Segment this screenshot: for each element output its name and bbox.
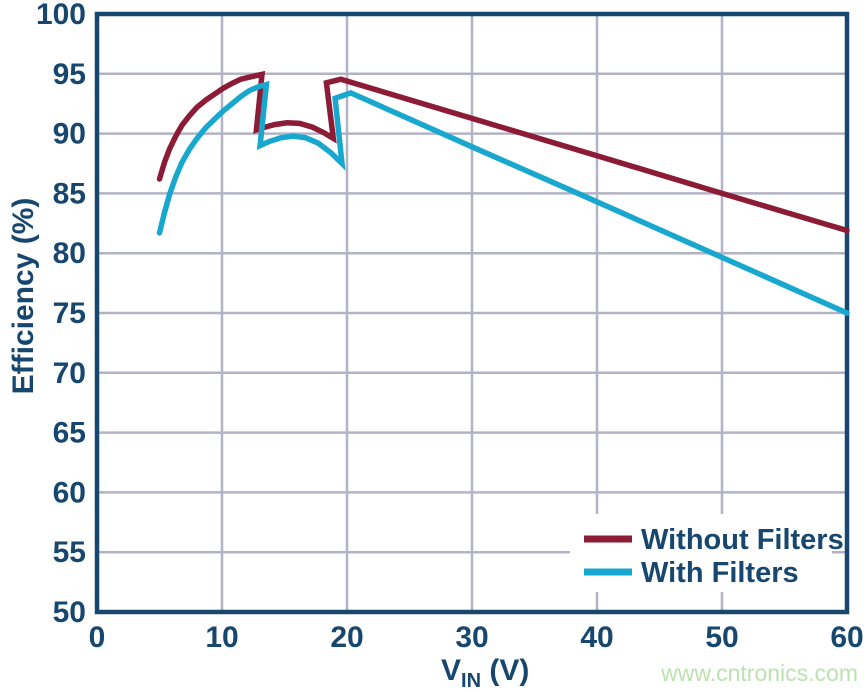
y-tick-label: 50 xyxy=(53,596,86,629)
y-tick-label: 100 xyxy=(36,0,86,31)
y-tick-label: 85 xyxy=(53,177,86,210)
grid-lines xyxy=(97,14,847,612)
x-axis-title-base: V xyxy=(441,654,461,687)
series-line-1 xyxy=(156,80,850,316)
x-tick-label: 0 xyxy=(89,621,106,654)
y-tick-labels: 50 55 60 65 70 75 80 85 90 95 100 xyxy=(36,0,86,629)
x-tick-label: 20 xyxy=(330,621,363,654)
x-tick-label: 50 xyxy=(705,621,738,654)
y-tick-label: 80 xyxy=(53,237,86,270)
x-axis-title-unit: (V) xyxy=(481,654,529,687)
legend-background xyxy=(570,514,832,592)
y-tick-label: 95 xyxy=(53,58,86,91)
x-tick-labels: 0 10 20 30 40 50 60 xyxy=(89,621,864,654)
x-axis-title-subscript: IN xyxy=(461,670,481,692)
series-lines xyxy=(156,70,850,316)
legend-label-1: With Filters xyxy=(641,557,799,589)
y-tick-label: 90 xyxy=(53,118,86,151)
y-tick-label: 70 xyxy=(53,357,86,390)
x-tick-label: 10 xyxy=(205,621,238,654)
x-tick-label: 40 xyxy=(580,621,613,654)
y-tick-label: 60 xyxy=(53,476,86,509)
y-axis-title: Efficiency (%) xyxy=(7,198,40,395)
x-axis-title: VIN (V) xyxy=(441,654,529,692)
x-tick-label: 60 xyxy=(830,621,863,654)
y-tick-label: 75 xyxy=(53,297,86,330)
watermark-text: www.cntronics.com xyxy=(660,660,858,686)
x-tick-label: 30 xyxy=(455,621,488,654)
series-line-0 xyxy=(156,70,850,234)
y-tick-label: 65 xyxy=(53,417,86,450)
legend-label-0: Without Filters xyxy=(641,524,844,556)
y-tick-label: 55 xyxy=(53,536,86,569)
